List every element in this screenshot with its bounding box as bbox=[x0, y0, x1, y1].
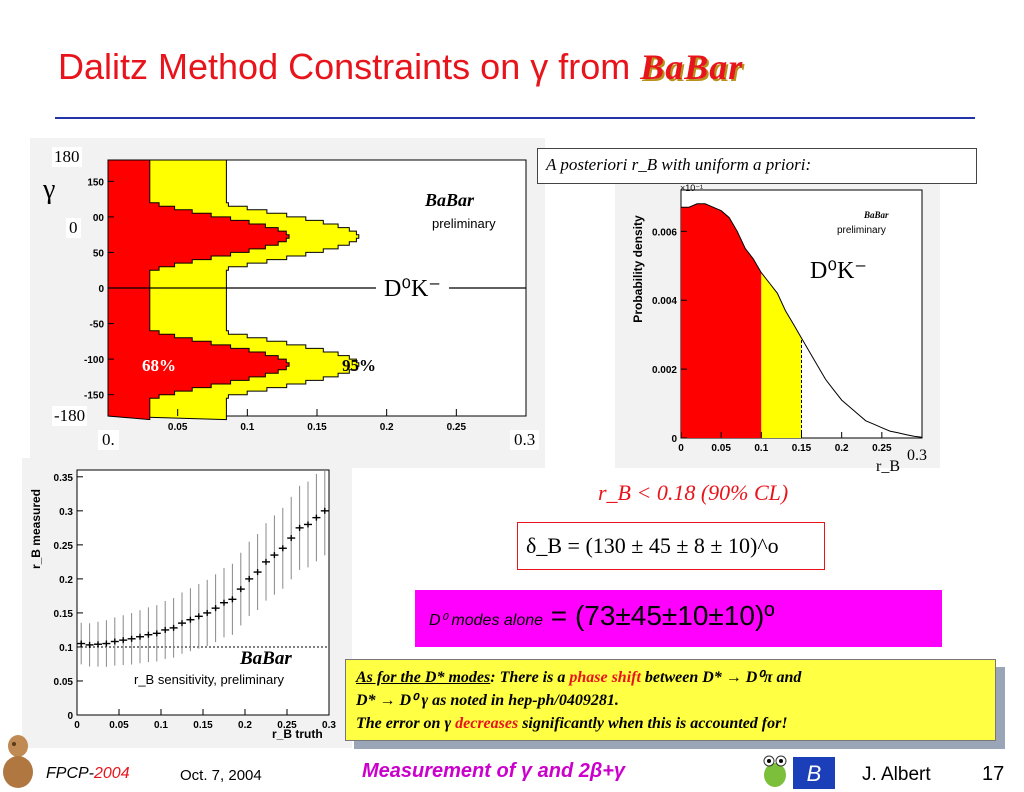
note-text: : There is a bbox=[490, 669, 570, 686]
gamma-rb-contour-plot: 150 00 50 0 -50 -100 -150 0.05 0.1 0.15 0.2 0.25 bbox=[30, 138, 545, 468]
delta-b-result: δ_B = (130 ± 45 ± 8 ± 10)^o bbox=[517, 522, 825, 570]
x-tick-label: 0.05 bbox=[711, 443, 731, 454]
y-tick-label: 0.25 bbox=[54, 541, 74, 552]
footer-talk-title: Measurement of γ and 2β+γ bbox=[362, 760, 626, 782]
y-tick-label: 0.002 bbox=[652, 365, 677, 376]
x-tick-label: 0 bbox=[678, 443, 684, 454]
cl68-label: 68% bbox=[142, 356, 176, 375]
babar-logo-small: BaBar bbox=[864, 210, 889, 220]
y-tick-label: 0 bbox=[67, 711, 73, 722]
preliminary-label: preliminary bbox=[432, 216, 496, 231]
x-tick-label: 0.15 bbox=[792, 443, 812, 454]
y-tick-label: 0.35 bbox=[54, 473, 74, 484]
page-title: Dalitz Method Constraints on γ from BaBa… bbox=[58, 46, 743, 88]
rb-limit: r_B < 0.18 (90% CL) bbox=[598, 480, 789, 505]
sens-ylabel-wrap: r_B measured bbox=[22, 470, 52, 610]
x-tick-label: 0.1 bbox=[240, 422, 254, 433]
conf-year: 2004 bbox=[94, 765, 130, 782]
x-tick-label: 0.1 bbox=[154, 720, 168, 731]
note-text: between D* → D⁰π and bbox=[640, 669, 802, 686]
gamma-value: = (73±45±10±10)º bbox=[543, 600, 775, 631]
note-line-2: D* → D⁰ γ as noted in hep-ph/0409281. bbox=[356, 692, 619, 709]
cl95-label: 95% bbox=[342, 356, 376, 375]
y-tick-label: 0.006 bbox=[652, 227, 677, 238]
babar-logo: BaBar bbox=[425, 190, 475, 210]
sens-xlabel: r_B truth bbox=[272, 727, 323, 741]
title-text: Dalitz Method Constraints on γ from bbox=[58, 46, 631, 87]
babar-logo-bottom: BaBar bbox=[240, 648, 292, 669]
y-tick-label: -50 bbox=[90, 320, 105, 331]
gamma-result: D⁰ modes alone = (73±45±10±10)º bbox=[415, 590, 942, 647]
gamma-subscript: D⁰ modes alone bbox=[429, 612, 544, 629]
posterior-header: A posteriori r_B with uniform a priori: bbox=[537, 148, 977, 184]
exponent-label: ×10⁻¹ bbox=[680, 183, 704, 193]
note-line-1: As for the D* modes: There is a phase sh… bbox=[356, 666, 985, 689]
x-tick-label: 0.15 bbox=[307, 422, 327, 433]
ylabel-wrap: Probability density bbox=[628, 200, 648, 350]
figurine-icon bbox=[3, 735, 33, 788]
y-tick-label: 0 bbox=[671, 434, 677, 445]
x-tick-label: 0.2 bbox=[238, 720, 252, 731]
y-tick-label: 00 bbox=[93, 213, 105, 224]
x-tick-label: 0.25 bbox=[872, 443, 892, 454]
x-tick-label: 0.15 bbox=[193, 720, 213, 731]
footer-author: J. Albert bbox=[862, 764, 931, 785]
left-mid-label: 0 bbox=[66, 218, 81, 238]
rb-sensitivity-plot: 0.35 0.3 0.25 0.2 0.15 0.1 0.05 0 0 0.05 0.1 0.15 0… bbox=[22, 458, 352, 748]
page-number: 17 bbox=[982, 763, 1005, 785]
x-end-label: 0.3 bbox=[510, 430, 540, 450]
note-text: significantly when this is accounted for… bbox=[518, 715, 788, 732]
posterior-x-end: 0.3 bbox=[907, 447, 927, 464]
y-tick-label: 150 bbox=[87, 177, 104, 188]
note-highlight: phase shift bbox=[569, 669, 641, 686]
gamma-axis-label: γ bbox=[43, 174, 56, 205]
x-tick-label: 0 bbox=[74, 720, 80, 731]
y-tick-label: 0.2 bbox=[59, 575, 73, 586]
footer-date: Oct. 7, 2004 bbox=[180, 767, 262, 784]
conf-name: FPCP- bbox=[46, 765, 94, 782]
rb-posterior-plot: 0.006 0.004 0.002 0 0 0.05 0.1 0.15 0.2 0.25 bbox=[615, 168, 940, 468]
x-tick-label: 0.25 bbox=[277, 720, 297, 731]
y-tick-label: 50 bbox=[93, 248, 105, 259]
sens-ylabel: r_B measured bbox=[29, 488, 43, 570]
y-tick-label: -100 bbox=[84, 355, 104, 366]
x-tick-label: 0.2 bbox=[835, 443, 849, 454]
note-underline: As for the D* modes bbox=[356, 669, 491, 686]
posterior-mode-label: D⁰K⁻ bbox=[806, 254, 871, 287]
belle-logo-icon: B bbox=[793, 757, 835, 789]
x-tick-label: 0.05 bbox=[168, 422, 188, 433]
svg-text:B: B bbox=[807, 761, 822, 786]
mode-label: D⁰K⁻ bbox=[376, 272, 449, 305]
x-tick-label: 0.3 bbox=[322, 720, 336, 731]
x-tick-label: 0.2 bbox=[380, 422, 394, 433]
y-tick-label: -150 bbox=[84, 391, 104, 402]
x-tick-label: 0.1 bbox=[754, 443, 768, 454]
bottom-left-label: -180 bbox=[52, 406, 88, 426]
note-text: The error on γ bbox=[356, 715, 456, 732]
babar-title-logo: BaBar bbox=[640, 47, 744, 87]
x-tick-label: 0.05 bbox=[109, 720, 129, 731]
phase-shift-note: As for the D* modes: There is a phase sh… bbox=[345, 659, 996, 741]
note-line-3: The error on γ decreases significantly w… bbox=[356, 712, 985, 735]
y-tick-label: 0.3 bbox=[59, 507, 73, 518]
y-tick-label: 0.1 bbox=[59, 643, 73, 654]
preliminary-small: preliminary bbox=[837, 225, 886, 236]
y-tick-label: 0.004 bbox=[652, 296, 677, 307]
y-tick-label: 0.15 bbox=[54, 609, 74, 620]
y-tick-label: 0.05 bbox=[54, 677, 74, 688]
title-divider bbox=[55, 117, 975, 119]
x-tick-label: 0.25 bbox=[447, 422, 467, 433]
posterior-xlabel: r_B bbox=[876, 458, 900, 475]
top-left-label: 180 bbox=[52, 147, 82, 167]
contour-68 bbox=[107, 159, 290, 421]
frog-mascot-icon bbox=[763, 755, 787, 787]
x-start-label: 0. bbox=[98, 430, 119, 450]
sens-caption: r_B sensitivity, preliminary bbox=[134, 672, 285, 687]
footer-conference: FPCP-2004 bbox=[46, 765, 130, 783]
y-tick-label: 0 bbox=[98, 284, 104, 295]
note-highlight: decreases bbox=[455, 715, 519, 732]
posterior-ylabel: Probability density bbox=[631, 215, 645, 323]
